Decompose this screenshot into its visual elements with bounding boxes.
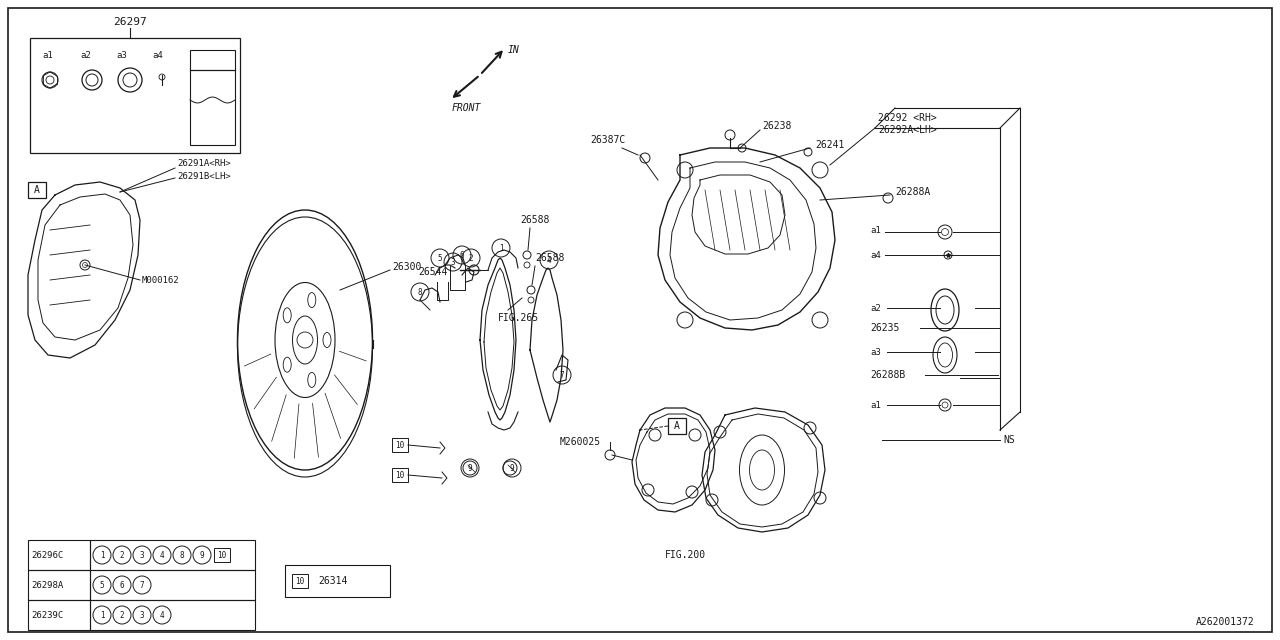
Bar: [189, 50, 236, 145]
Text: 26241: 26241: [815, 140, 845, 150]
Text: 9: 9: [200, 550, 205, 559]
Text: 10: 10: [396, 440, 404, 449]
Text: A262001372: A262001372: [1197, 617, 1254, 627]
Text: 4: 4: [160, 550, 164, 559]
Text: a1: a1: [42, 51, 52, 60]
Text: 5: 5: [100, 580, 104, 589]
Text: M260025: M260025: [561, 437, 602, 447]
Text: 7: 7: [140, 580, 145, 589]
Text: 26292A<LH>: 26292A<LH>: [878, 125, 937, 135]
Text: 10: 10: [396, 470, 404, 479]
Text: 5: 5: [438, 253, 443, 262]
Bar: [214, 548, 230, 562]
Text: 26544: 26544: [419, 267, 448, 277]
Bar: [28, 540, 90, 570]
Text: 10: 10: [218, 550, 227, 559]
Text: a1: a1: [870, 401, 881, 410]
Bar: [285, 565, 390, 597]
Text: 26387C: 26387C: [590, 135, 625, 145]
Text: a4: a4: [152, 51, 163, 60]
Text: 26588: 26588: [535, 253, 564, 263]
Bar: [392, 468, 408, 482]
Text: 26292 <RH>: 26292 <RH>: [878, 113, 937, 123]
Text: a3: a3: [870, 348, 881, 356]
Text: 26238: 26238: [762, 121, 791, 131]
Text: 26588: 26588: [520, 215, 549, 225]
Text: 1: 1: [100, 611, 104, 620]
Text: 4: 4: [160, 611, 164, 620]
Text: 3: 3: [451, 257, 456, 266]
Text: 26288A: 26288A: [895, 187, 931, 197]
Text: 10: 10: [296, 577, 305, 586]
Text: 26291B<LH>: 26291B<LH>: [177, 172, 230, 180]
Bar: [28, 570, 90, 600]
Text: 1: 1: [499, 243, 503, 253]
Bar: [668, 418, 686, 434]
Text: 2: 2: [120, 550, 124, 559]
Text: a2: a2: [81, 51, 91, 60]
Text: A: A: [675, 421, 680, 431]
Text: 26297: 26297: [113, 17, 147, 27]
Text: FIG.200: FIG.200: [666, 550, 707, 560]
Text: a4: a4: [870, 250, 881, 259]
Text: 9: 9: [509, 463, 515, 472]
Bar: [28, 182, 46, 198]
Text: 3: 3: [140, 611, 145, 620]
Text: A: A: [35, 185, 40, 195]
Text: 4: 4: [547, 255, 552, 264]
Text: 9: 9: [467, 463, 472, 472]
Bar: [90, 600, 255, 630]
Text: a1: a1: [870, 225, 881, 234]
Text: a2: a2: [870, 303, 881, 312]
Text: 26291A<RH>: 26291A<RH>: [177, 159, 230, 168]
Bar: [90, 570, 255, 600]
Bar: [292, 574, 308, 588]
Text: 3: 3: [140, 550, 145, 559]
Text: 26239C: 26239C: [31, 611, 63, 620]
Bar: [90, 540, 255, 570]
Bar: [29, 38, 241, 153]
Text: 1: 1: [100, 550, 104, 559]
Text: FRONT: FRONT: [452, 103, 481, 113]
Text: M000162: M000162: [142, 275, 179, 285]
Text: 2: 2: [120, 611, 124, 620]
Text: 8: 8: [179, 550, 184, 559]
Text: 26288B: 26288B: [870, 370, 905, 380]
Text: 26235: 26235: [870, 323, 900, 333]
Text: 6: 6: [460, 250, 465, 259]
Text: 2: 2: [468, 253, 474, 262]
Text: 8: 8: [417, 287, 422, 296]
Text: 7: 7: [559, 371, 564, 380]
Text: FIG.265: FIG.265: [498, 313, 539, 323]
Text: 26298A: 26298A: [31, 580, 63, 589]
Text: IN: IN: [508, 45, 520, 55]
Text: NS: NS: [1004, 435, 1015, 445]
Bar: [28, 600, 90, 630]
Text: a3: a3: [116, 51, 127, 60]
Text: 26296C: 26296C: [31, 550, 63, 559]
Text: 26300: 26300: [392, 262, 421, 272]
Text: 26314: 26314: [317, 576, 347, 586]
Text: 6: 6: [120, 580, 124, 589]
Bar: [392, 438, 408, 452]
